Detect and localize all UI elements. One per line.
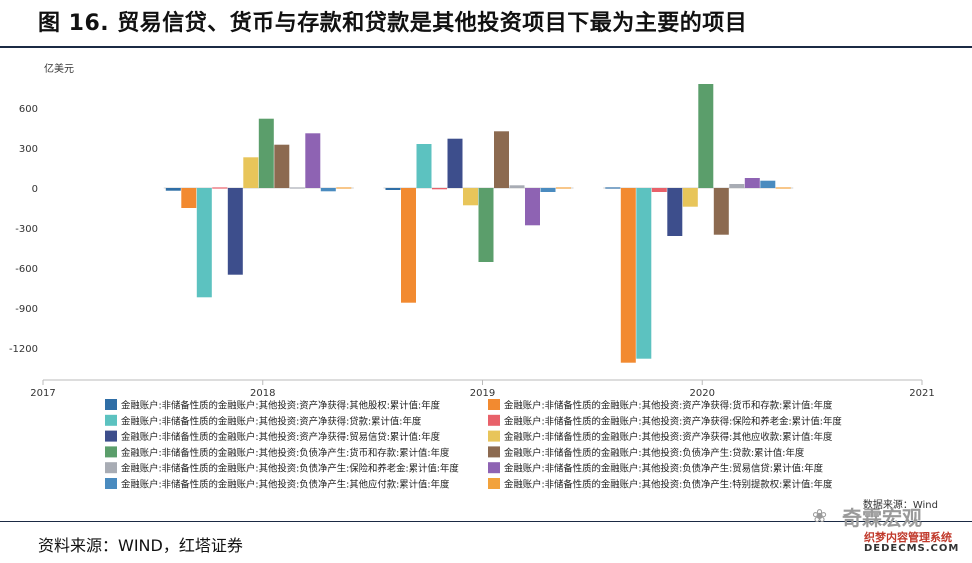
bar-2018-series-3 (196, 188, 212, 298)
bar-2020-series-2 (620, 188, 636, 363)
y-tick-label: -600 (15, 264, 38, 275)
bar-2018-series-6 (243, 157, 259, 188)
legend-swatch (105, 399, 117, 410)
legend-label: 金融账户:非储备性质的金融账户:其他投资:负债净产生:保险和养老金:累计值:年度 (121, 463, 459, 475)
x-tick-label: 2017 (30, 388, 55, 399)
legend-swatch (105, 414, 117, 426)
bar-chart: 600 300 0 -300 -600 -900 -1200 亿美元 2017 2018 2019 2… (9, 62, 938, 511)
bar-2018-series-7 (258, 118, 274, 188)
bar-2018-series-1 (165, 188, 181, 191)
legend-label: 金融账户:非储备性质的金融账户:其他投资:资产净获得:其他股权:累计值:年度 (121, 400, 440, 412)
footer-divider (0, 521, 972, 522)
legend-label: 金融账户:非储备性质的金融账户:其他投资:负债净产生:货币和存款:累计值:年度 (121, 447, 449, 459)
y-tick-label: -900 (15, 304, 38, 315)
legend-swatch (488, 478, 500, 489)
figure-title: 图 16. 贸易信贷、货币与存款和贷款是其他投资项目下最为主要的项目 (38, 11, 748, 36)
bar-2020-series-8 (713, 188, 729, 235)
bar-2018-series-10 (305, 133, 321, 188)
bar-2019-series-7 (478, 188, 494, 262)
bar-2019-series-8 (494, 131, 509, 188)
legend-label: 金融账户:非储备性质的金融账户:其他投资:负债净产生:其他应付款:累计值:年度 (121, 479, 449, 491)
legend-swatch (105, 462, 117, 474)
bar-2019-series-2 (401, 188, 416, 303)
bar-2019-series-1 (385, 188, 401, 190)
bar-2018-series-4 (212, 187, 228, 189)
legend-swatch (488, 414, 500, 426)
legend-swatch (105, 446, 117, 458)
bar-2019-series-6 (463, 188, 478, 206)
legend-label: 金融账户:非储备性质的金融账户:其他投资:负债净产生:贷款:累计值:年度 (504, 447, 804, 459)
bar-2019-series-10 (525, 188, 540, 226)
chart-bars (163, 84, 794, 363)
bar-2020-series-4 (651, 188, 667, 192)
bar-2020-series-9 (729, 184, 745, 188)
bar-2018-series-12 (336, 187, 352, 189)
legend-label: 金融账户:非储备性质的金融账户:其他投资:负债净产生:特别提款权:累计值:年度 (504, 479, 832, 491)
bar-2020-series-11 (760, 180, 776, 188)
x-tick-label: 2018 (250, 388, 275, 399)
watermark-sub: 织梦内容管理系统 (864, 531, 952, 544)
y-tick-label: 300 (19, 144, 38, 155)
legend-label: 金融账户:非储备性质的金融账户:其他投资:资产净获得:贷款:累计值:年度 (121, 415, 421, 427)
bar-2020-series-1 (605, 187, 621, 189)
bar-2020-series-10 (744, 178, 760, 188)
legend-swatch (488, 462, 500, 474)
bar-2020-series-12 (775, 187, 791, 189)
bar-2019-series-9 (509, 185, 525, 188)
y-tick-label: 0 (32, 184, 38, 195)
bar-2019-series-5 (447, 138, 463, 188)
y-tick-label: 600 (19, 104, 38, 115)
legend-swatch (488, 446, 500, 458)
bar-2019-series-4 (432, 188, 447, 190)
legend-label: 金融账户:非储备性质的金融账户:其他投资:资产净获得:其他应收款:累计值:年度 (504, 431, 832, 443)
bar-2018-series-11 (320, 188, 336, 192)
bar-2018-series-8 (274, 144, 290, 188)
x-tick-label: 2019 (470, 388, 495, 399)
bar-2018-series-2 (181, 188, 197, 208)
x-tick-label: 2020 (690, 388, 715, 399)
bar-2019-series-11 (540, 188, 556, 192)
source-note: 资料来源：WIND，红塔证券 (38, 536, 243, 555)
wechat-icon: ❀ (812, 506, 828, 527)
legend-swatch (488, 430, 500, 442)
legend-swatch (105, 430, 117, 442)
title-divider (0, 46, 972, 48)
legend-swatch (105, 478, 117, 489)
bar-2018-series-5 (227, 188, 243, 275)
bar-2020-series-5 (667, 188, 683, 236)
bar-2020-series-7 (698, 84, 714, 188)
bar-2020-series-3 (636, 188, 652, 359)
y-tick-label: -1200 (9, 344, 38, 355)
bar-2019-series-3 (416, 144, 432, 188)
watermark-main: 奇霖宏观 (842, 506, 922, 530)
legend-label: 金融账户:非储备性质的金融账户:其他投资:资产净获得:货币和存款:累计值:年度 (504, 400, 832, 412)
chart-source-note: 数据来源：Wind (863, 498, 938, 511)
legend-label: 金融账户:非储备性质的金融账户:其他投资:资产净获得:贸易信贷:累计值:年度 (121, 431, 440, 443)
y-axis-unit: 亿美元 (44, 62, 74, 75)
watermark: ❀ 奇霖宏观 织梦内容管理系统 DEDECMS.COM (808, 500, 968, 560)
chart-axes: 600 300 0 -300 -600 -900 -1200 亿美元 2017 2018 2019 2… (9, 62, 935, 399)
watermark-site: DEDECMS.COM (864, 543, 960, 554)
y-tick-label: -300 (15, 224, 38, 235)
legend-label: 金融账户:非储备性质的金融账户:其他投资:负债净产生:贸易信贷:累计值:年度 (504, 463, 823, 475)
bar-2020-series-6 (682, 188, 698, 207)
x-tick-label: 2021 (909, 388, 934, 399)
chart-legend: 金融账户:非储备性质的金融账户:其他投资:资产净获得:其他股权:累计值:年度 金融… (105, 399, 938, 511)
bar-2018-series-9 (289, 187, 305, 189)
legend-label: 金融账户:非储备性质的金融账户:其他投资:资产净获得:保险和养老金:累计值:年度 (504, 415, 842, 427)
legend-swatch (488, 399, 500, 410)
bar-2019-series-12 (556, 187, 571, 189)
